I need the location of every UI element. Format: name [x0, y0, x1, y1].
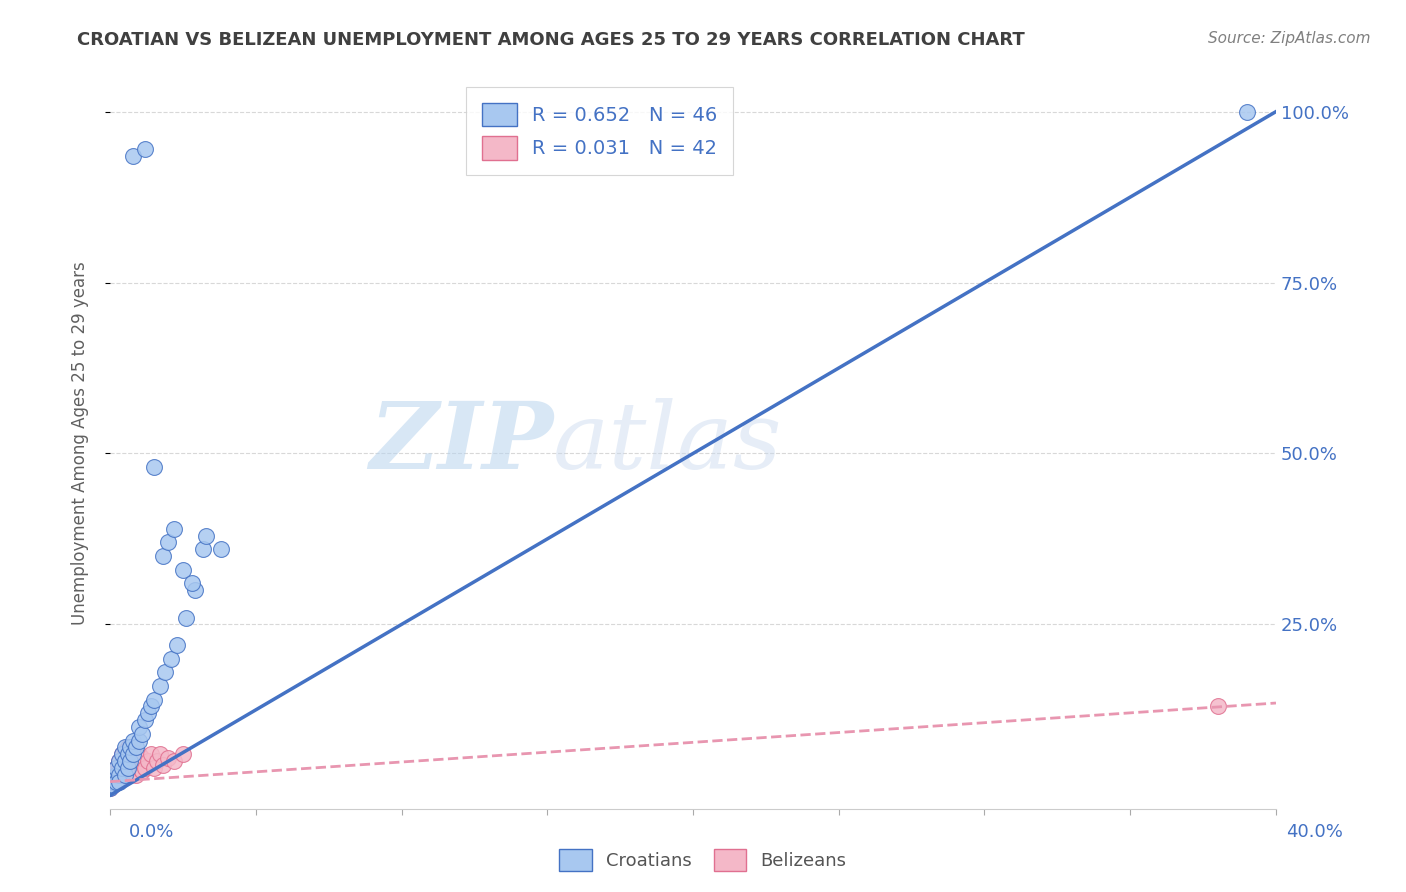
Point [142, 460, 165, 475]
Point [142, 761, 165, 775]
Point [120, 740, 142, 755]
Point [131, 727, 153, 741]
Point [157, 750, 180, 764]
Point [101, 768, 124, 782]
Point [122, 747, 145, 762]
Text: atlas: atlas [553, 398, 783, 488]
Point [134, 713, 156, 727]
Point [114, 768, 136, 782]
Point [152, 757, 174, 772]
Point [139, 699, 162, 714]
Point [104, 761, 127, 775]
Point [117, 740, 139, 755]
Point [117, 750, 139, 764]
Point [149, 679, 172, 693]
Point [134, 761, 156, 775]
Text: ZIP: ZIP [368, 398, 553, 488]
Point [101, 778, 124, 792]
Point [125, 768, 148, 782]
Point [195, 528, 218, 542]
Text: 40.0%: 40.0% [1286, 822, 1343, 840]
Point [114, 754, 136, 768]
Point [163, 522, 186, 536]
Point [104, 774, 127, 789]
Point [114, 754, 136, 768]
Point [180, 576, 202, 591]
Point [98, 781, 121, 796]
Point [104, 764, 127, 779]
Point [117, 761, 139, 775]
Point [98, 774, 121, 789]
Point [117, 761, 139, 775]
Point [136, 754, 159, 768]
Point [120, 768, 142, 782]
Text: 0.0%: 0.0% [129, 822, 174, 840]
Point [172, 747, 194, 762]
Point [114, 740, 136, 755]
Point [108, 771, 131, 785]
Point [125, 740, 148, 755]
Point [174, 610, 197, 624]
Point [111, 747, 134, 762]
Point [108, 754, 131, 768]
Point [128, 733, 150, 747]
Point [114, 764, 136, 779]
Point [128, 747, 150, 762]
Point [155, 665, 177, 680]
Point [136, 706, 159, 721]
Point [111, 747, 134, 762]
Point [122, 149, 145, 163]
Point [122, 761, 145, 775]
Text: CROATIAN VS BELIZEAN UNEMPLOYMENT AMONG AGES 25 TO 29 YEARS CORRELATION CHART: CROATIAN VS BELIZEAN UNEMPLOYMENT AMONG … [77, 31, 1025, 49]
Point [108, 761, 131, 775]
Point [122, 733, 145, 747]
Point [120, 744, 142, 758]
Point [101, 771, 124, 785]
Point [131, 750, 153, 764]
Point [98, 781, 121, 796]
Point [125, 750, 148, 764]
Point [108, 768, 131, 782]
Point [163, 754, 186, 768]
Point [104, 768, 127, 782]
Point [160, 651, 183, 665]
Point [209, 542, 232, 557]
Point [108, 754, 131, 768]
Point [108, 774, 131, 789]
Text: Source: ZipAtlas.com: Source: ZipAtlas.com [1208, 31, 1371, 46]
Point [114, 744, 136, 758]
Point [152, 549, 174, 563]
Point [139, 747, 162, 762]
Point [111, 768, 134, 782]
Point [157, 535, 180, 549]
Point [142, 692, 165, 706]
Point [1236, 104, 1258, 119]
Point [128, 761, 150, 775]
Point [1206, 699, 1229, 714]
Point [122, 747, 145, 762]
Point [120, 754, 142, 768]
Point [104, 761, 127, 775]
Point [193, 542, 215, 557]
Point [111, 761, 134, 775]
Point [183, 583, 205, 598]
Legend: R = 0.652   N = 46, R = 0.031   N = 42: R = 0.652 N = 46, R = 0.031 N = 42 [467, 87, 733, 176]
Point [131, 764, 153, 779]
Point [149, 747, 172, 762]
Point [145, 754, 167, 768]
Point [111, 757, 134, 772]
Point [172, 563, 194, 577]
Legend: Croatians, Belizeans: Croatians, Belizeans [553, 842, 853, 879]
Point [134, 142, 156, 156]
Y-axis label: Unemployment Among Ages 25 to 29 years: Unemployment Among Ages 25 to 29 years [72, 261, 89, 625]
Point [101, 774, 124, 789]
Point [104, 774, 127, 789]
Point [101, 778, 124, 792]
Point [117, 747, 139, 762]
Point [120, 754, 142, 768]
Point [128, 720, 150, 734]
Point [166, 638, 188, 652]
